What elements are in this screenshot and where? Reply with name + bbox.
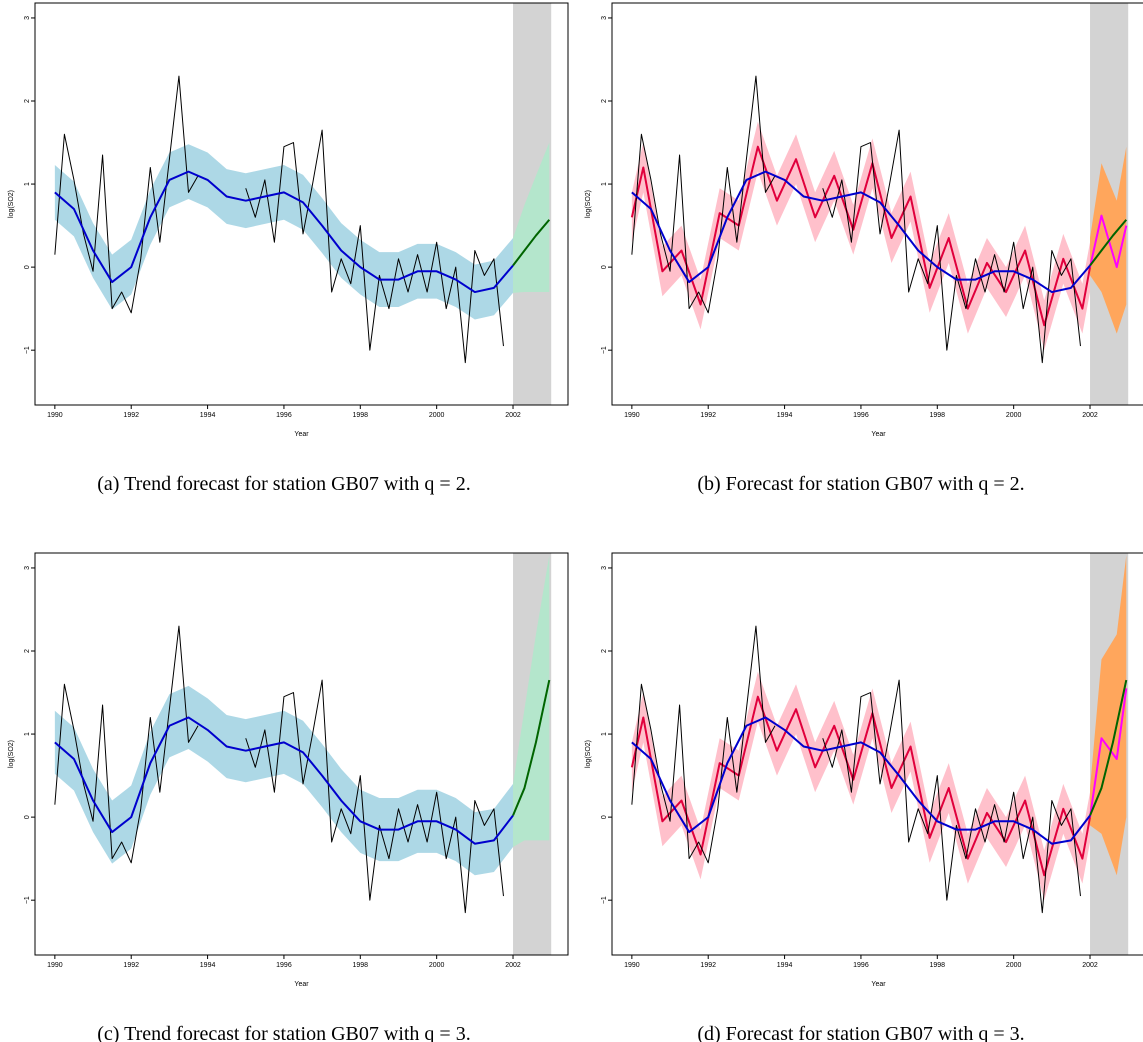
- confidence-band: [54, 685, 514, 876]
- fit-line: [54, 170, 514, 294]
- fit-line: [631, 716, 1091, 845]
- y-tick-label: 1: [601, 182, 608, 186]
- x-tick-label: 1998: [930, 962, 946, 969]
- x-tick-label: 2002: [505, 962, 521, 969]
- x-tick-label: 2002: [505, 412, 521, 419]
- x-tick-label: 2002: [1082, 412, 1098, 419]
- x-tick-label: 1990: [47, 412, 63, 419]
- x-tick-label: 1990: [47, 962, 63, 969]
- y-tick-label: 3: [24, 16, 31, 20]
- panel: 1990 1992 1994 1996 1998 2000 2002 −1 0 1 2 3 Year lo…: [585, 552, 1143, 1042]
- plot-area: [54, 553, 552, 955]
- y-tick-label: 3: [601, 16, 608, 20]
- y-tick-label: 2: [601, 99, 608, 103]
- plot-frame: [34, 552, 569, 956]
- y-tick-label: −1: [24, 346, 31, 354]
- panel: 1990 1992 1994 1996 1998 2000 2002 −1 0 1 2 3 Year lo…: [8, 2, 569, 495]
- fit-line: [1089, 219, 1128, 267]
- x-tick-label: 1992: [700, 412, 716, 419]
- x-tick-label: 2000: [429, 962, 445, 969]
- x-tick-label: 1990: [624, 962, 640, 969]
- plot-frame: [34, 2, 569, 406]
- x-axis-label: Year: [871, 431, 886, 438]
- confidence-band: [513, 555, 550, 848]
- fit-line: [512, 679, 551, 816]
- fit-line: [512, 219, 551, 267]
- y-tick-label: 1: [601, 732, 608, 736]
- x-tick-label: 2000: [1006, 412, 1022, 419]
- x-axis-label: Year: [294, 431, 309, 438]
- x-tick-label: 1996: [276, 412, 292, 419]
- caption: (d) Forecast for station GB07 with q = 3…: [697, 1023, 1024, 1042]
- fit-line: [54, 716, 514, 845]
- observed-line: [54, 625, 504, 914]
- x-tick-label: 1992: [700, 962, 716, 969]
- plot-frame: [611, 2, 1143, 406]
- confidence-band: [631, 121, 1091, 351]
- y-axis-label: log(SO2): [585, 740, 592, 768]
- x-tick-label: 1998: [353, 962, 369, 969]
- confidence-band: [54, 144, 514, 320]
- x-tick-label: 1992: [123, 962, 139, 969]
- x-tick-label: 2002: [1082, 962, 1098, 969]
- x-axis-label: Year: [294, 981, 309, 988]
- observed-line: [631, 625, 1081, 914]
- x-tick-label: 1998: [930, 412, 946, 419]
- y-tick-label: 2: [24, 99, 31, 103]
- y-tick-label: 0: [24, 265, 31, 269]
- plot-area: [630, 553, 1129, 955]
- y-tick-label: −1: [24, 896, 31, 904]
- caption: (c) Trend forecast for station GB07 with…: [97, 1023, 470, 1042]
- panel: 1990 1992 1994 1996 1998 2000 2002 −1 0 1 2 3 Year lo…: [8, 552, 569, 1042]
- panel: 1990 1992 1994 1996 1998 2000 2002 −1 0 1 2 3 Year lo…: [585, 2, 1143, 495]
- y-tick-label: 3: [601, 566, 608, 570]
- observed-line: [54, 75, 504, 364]
- observed-line: [631, 75, 1081, 364]
- x-tick-label: 1994: [200, 962, 216, 969]
- y-axis-label: log(SO2): [585, 190, 592, 218]
- y-tick-label: −1: [601, 346, 608, 354]
- y-tick-label: 0: [601, 265, 608, 269]
- x-axis-label: Year: [871, 981, 886, 988]
- x-tick-label: 1994: [777, 962, 793, 969]
- x-tick-label: 1992: [123, 412, 139, 419]
- y-axis-label: log(SO2): [8, 190, 15, 218]
- caption: (b) Forecast for station GB07 with q = 2…: [697, 473, 1024, 495]
- x-tick-label: 1996: [853, 962, 869, 969]
- x-tick-label: 2000: [1006, 962, 1022, 969]
- caption: (a) Trend forecast for station GB07 with…: [97, 473, 470, 495]
- plot-frame: [611, 552, 1143, 956]
- plot-area: [630, 3, 1129, 405]
- y-tick-label: 1: [24, 732, 31, 736]
- y-tick-label: −1: [601, 896, 608, 904]
- x-tick-label: 1994: [200, 412, 216, 419]
- x-tick-label: 1996: [276, 962, 292, 969]
- fit-line: [1089, 679, 1128, 816]
- fit-line: [1089, 688, 1128, 818]
- y-tick-label: 0: [24, 815, 31, 819]
- fit-line: [630, 695, 1092, 877]
- y-tick-label: 3: [24, 566, 31, 570]
- x-tick-label: 1998: [353, 412, 369, 419]
- x-tick-label: 1996: [853, 412, 869, 419]
- y-tick-label: 2: [601, 649, 608, 653]
- confidence-band: [513, 142, 550, 293]
- fit-line: [630, 145, 1092, 327]
- x-tick-label: 1990: [624, 412, 640, 419]
- y-tick-label: 1: [24, 182, 31, 186]
- y-tick-label: 0: [601, 815, 608, 819]
- x-tick-label: 2000: [429, 412, 445, 419]
- plot-area: [54, 3, 552, 405]
- y-tick-label: 2: [24, 649, 31, 653]
- confidence-band: [631, 671, 1091, 901]
- y-axis-label: log(SO2): [8, 740, 15, 768]
- x-tick-label: 1994: [777, 412, 793, 419]
- fit-line: [631, 170, 1091, 294]
